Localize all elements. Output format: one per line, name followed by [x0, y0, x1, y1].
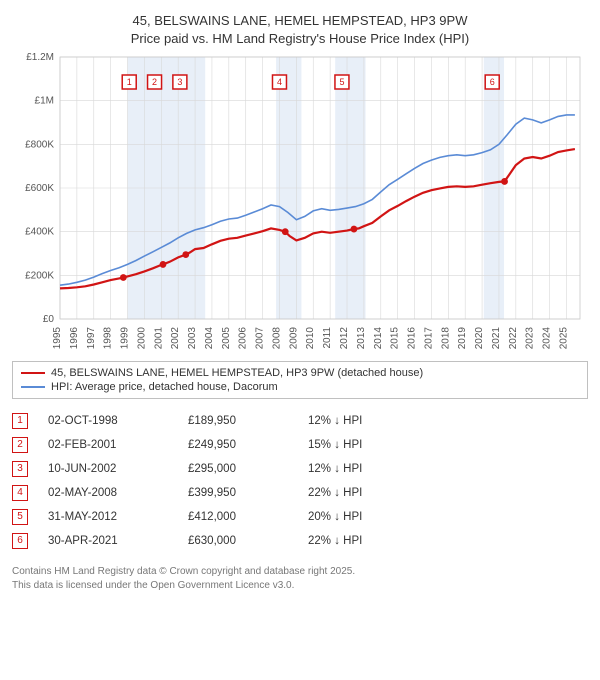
sale-dot-6 [501, 178, 508, 185]
svg-text:2005: 2005 [221, 327, 232, 350]
sale-events-table: 102-OCT-1998£189,95012% ↓ HPI202-FEB-200… [12, 409, 588, 553]
event-row: 4 02-MAY-2008£399,95022% ↓ HPI [12, 481, 588, 505]
legend-item: HPI: Average price, detached house, Daco… [21, 380, 579, 394]
event-marker: 4 [12, 485, 28, 501]
event-marker: 5 [12, 509, 28, 525]
event-row: 6 30-APR-2021£630,00022% ↓ HPI [12, 529, 588, 553]
svg-text:1997: 1997 [86, 327, 97, 350]
svg-text:2001: 2001 [153, 327, 164, 350]
event-delta: 12% ↓ HPI [308, 463, 428, 475]
event-price: £295,000 [188, 463, 308, 475]
svg-text:2013: 2013 [356, 327, 367, 350]
event-delta: 12% ↓ HPI [308, 415, 428, 427]
chart-area: £0 £200K £400K £600K £800K £1M £1.2M 1995 1996 19… [12, 53, 588, 353]
legend-item: 45, BELSWAINS LANE, HEMEL HEMPSTEAD, HP3… [21, 366, 579, 380]
sale-dot-5 [351, 226, 358, 233]
svg-text:2010: 2010 [305, 327, 316, 350]
event-marker: 1 [12, 413, 28, 429]
svg-text:5: 5 [339, 77, 344, 87]
event-date: 31-MAY-2012 [48, 511, 188, 523]
event-date: 02-FEB-2001 [48, 439, 188, 451]
event-delta: 22% ↓ HPI [308, 535, 428, 547]
title-line2: Price paid vs. HM Land Registry's House … [12, 30, 588, 48]
title-line1: 45, BELSWAINS LANE, HEMEL HEMPSTEAD, HP3… [12, 12, 588, 30]
svg-text:2011: 2011 [322, 327, 333, 349]
svg-text:2009: 2009 [288, 327, 299, 350]
event-row: 3 10-JUN-2002£295,00012% ↓ HPI [12, 457, 588, 481]
event-delta: 20% ↓ HPI [308, 511, 428, 523]
svg-text:1996: 1996 [69, 327, 80, 350]
svg-text:£0: £0 [43, 314, 55, 325]
svg-text:1998: 1998 [103, 327, 114, 350]
svg-text:3: 3 [177, 77, 182, 87]
svg-text:£1.2M: £1.2M [26, 53, 54, 63]
svg-text:£800K: £800K [25, 139, 54, 150]
svg-text:£1M: £1M [35, 96, 54, 107]
svg-text:2014: 2014 [373, 327, 384, 350]
footer-line1: Contains HM Land Registry data © Crown c… [12, 565, 588, 579]
event-price: £189,950 [188, 415, 308, 427]
sale-dot-3 [182, 251, 189, 258]
svg-text:2: 2 [152, 77, 157, 87]
svg-text:2004: 2004 [204, 327, 215, 350]
legend: 45, BELSWAINS LANE, HEMEL HEMPSTEAD, HP3… [12, 361, 588, 399]
svg-text:£600K: £600K [25, 183, 54, 194]
footer-line2: This data is licensed under the Open Gov… [12, 579, 588, 593]
svg-text:2003: 2003 [187, 327, 198, 350]
svg-text:6: 6 [490, 77, 495, 87]
svg-text:2022: 2022 [508, 327, 519, 350]
event-date: 02-MAY-2008 [48, 487, 188, 499]
chart-title: 45, BELSWAINS LANE, HEMEL HEMPSTEAD, HP3… [12, 12, 588, 47]
event-date: 02-OCT-1998 [48, 415, 188, 427]
svg-text:1995: 1995 [52, 327, 63, 350]
svg-text:2007: 2007 [255, 327, 266, 350]
svg-text:2012: 2012 [339, 327, 350, 350]
sale-dot-1 [120, 274, 127, 281]
legend-label: HPI: Average price, detached house, Daco… [51, 381, 278, 393]
svg-text:2006: 2006 [238, 327, 249, 350]
event-row: 5 31-MAY-2012£412,00020% ↓ HPI [12, 505, 588, 529]
price-chart: £0 £200K £400K £600K £800K £1M £1.2M 1995 1996 19… [12, 53, 588, 353]
event-price: £249,950 [188, 439, 308, 451]
event-row: 1 02-OCT-1998£189,95012% ↓ HPI [12, 409, 588, 433]
svg-text:4: 4 [277, 77, 282, 87]
sale-dot-4 [282, 228, 289, 235]
event-marker: 2 [12, 437, 28, 453]
event-date: 30-APR-2021 [48, 535, 188, 547]
svg-text:2008: 2008 [271, 327, 282, 350]
svg-text:1999: 1999 [120, 327, 131, 350]
legend-swatch [21, 372, 45, 374]
svg-text:1: 1 [127, 77, 132, 87]
event-price: £412,000 [188, 511, 308, 523]
sale-dot-2 [160, 261, 167, 268]
event-date: 10-JUN-2002 [48, 463, 188, 475]
event-price: £630,000 [188, 535, 308, 547]
svg-text:2020: 2020 [474, 327, 485, 350]
svg-text:2024: 2024 [542, 327, 553, 350]
svg-text:2025: 2025 [558, 327, 569, 350]
svg-text:2021: 2021 [491, 327, 502, 350]
svg-text:2016: 2016 [407, 327, 418, 350]
legend-label: 45, BELSWAINS LANE, HEMEL HEMPSTEAD, HP3… [51, 367, 423, 379]
footer-attribution: Contains HM Land Registry data © Crown c… [12, 565, 588, 592]
event-price: £399,950 [188, 487, 308, 499]
svg-text:2002: 2002 [170, 327, 181, 350]
svg-text:2015: 2015 [390, 327, 401, 350]
svg-text:2018: 2018 [440, 327, 451, 350]
svg-text:2019: 2019 [457, 327, 468, 350]
svg-text:£400K: £400K [25, 227, 54, 238]
event-delta: 15% ↓ HPI [308, 439, 428, 451]
svg-text:2017: 2017 [423, 327, 434, 350]
svg-text:2023: 2023 [525, 327, 536, 350]
event-marker: 3 [12, 461, 28, 477]
event-delta: 22% ↓ HPI [308, 487, 428, 499]
svg-text:£200K: £200K [25, 270, 54, 281]
svg-text:2000: 2000 [136, 327, 147, 350]
legend-swatch [21, 386, 45, 388]
event-marker: 6 [12, 533, 28, 549]
event-row: 2 02-FEB-2001£249,95015% ↓ HPI [12, 433, 588, 457]
